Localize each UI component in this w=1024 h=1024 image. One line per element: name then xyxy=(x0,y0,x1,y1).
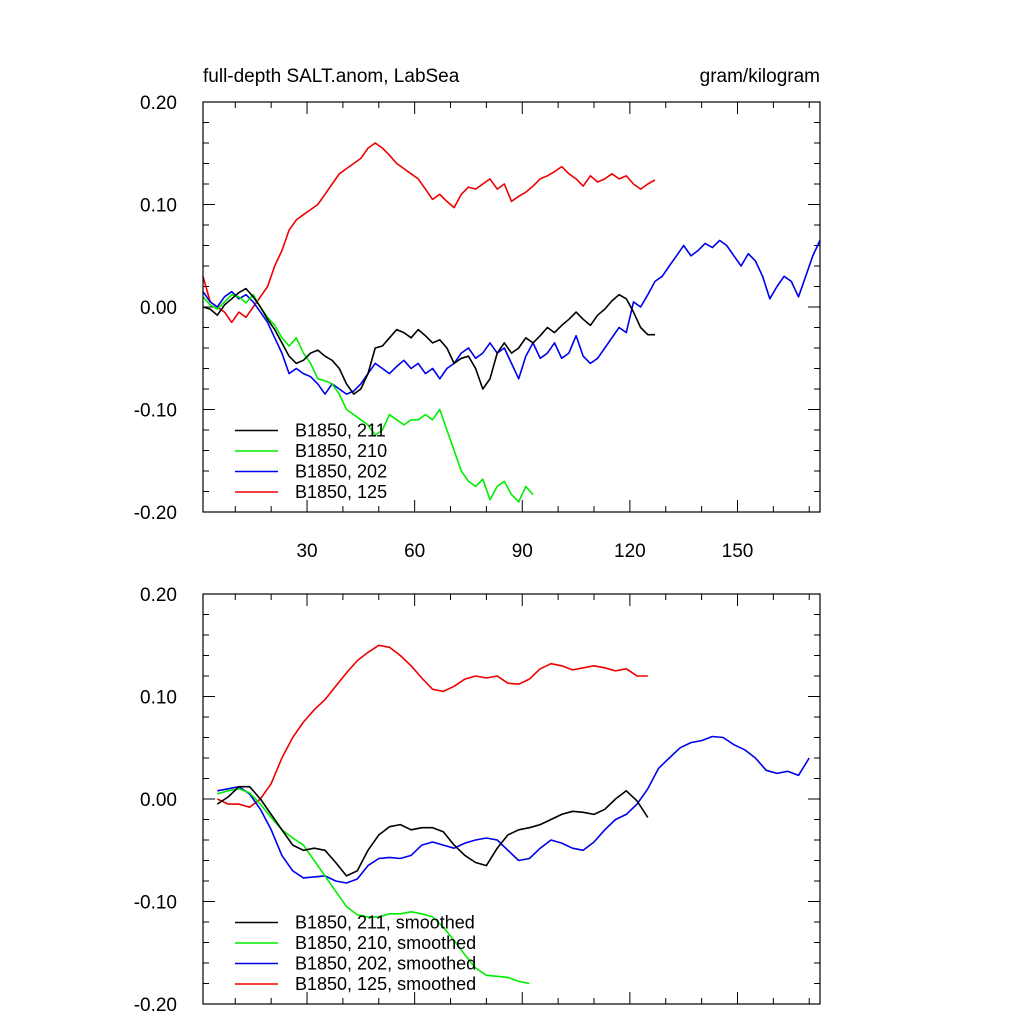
series-line xyxy=(217,735,810,884)
y-tick-label: 0.20 xyxy=(140,585,177,606)
x-tick-label: 90 xyxy=(512,541,533,562)
series-line xyxy=(202,287,655,395)
units-label: gram/kilogram xyxy=(700,66,820,87)
bottom-panel: -0.20 -0.10 0.00 0.10 0.20 B1850, 211, smoot… xyxy=(134,585,821,1016)
legend-label: B1850, 210 xyxy=(295,441,387,461)
series-line xyxy=(202,142,656,324)
series-line xyxy=(216,785,649,877)
legend-label: B1850, 125, smoothed xyxy=(295,974,476,994)
y-tick-label: -0.20 xyxy=(134,503,177,524)
tick-labels: -0.20 -0.10 0.00 0.10 0.20 30 60 90 120 150 xyxy=(134,93,754,562)
y-tick-label: 0.10 xyxy=(140,688,177,709)
series-line xyxy=(202,239,821,395)
x-tick-label: 30 xyxy=(296,541,317,562)
x-tick-label: 60 xyxy=(404,541,425,562)
plot-frame xyxy=(202,593,821,1005)
legend-label: B1850, 210, smoothed xyxy=(295,933,476,953)
legend-label: B1850, 125 xyxy=(295,482,387,502)
legend-label: B1850, 211, smoothed xyxy=(295,913,475,933)
legend-label: B1850, 202, smoothed xyxy=(295,954,476,974)
plot-frame xyxy=(202,101,821,513)
legend-label: B1850, 211 xyxy=(295,421,386,441)
y-tick-label: 0.00 xyxy=(140,790,177,811)
axis-ticks xyxy=(203,101,820,513)
series-line xyxy=(216,644,648,809)
top-panel: full-depth SALT.anom, LabSea gram/kilogr… xyxy=(134,66,821,562)
series-lines xyxy=(202,142,821,503)
axis-ticks xyxy=(203,593,820,1005)
series-lines xyxy=(216,644,810,985)
y-tick-label: -0.10 xyxy=(134,401,177,422)
y-tick-label: -0.20 xyxy=(134,995,177,1016)
y-tick-label: 0.20 xyxy=(140,93,177,114)
y-tick-label: -0.10 xyxy=(134,893,177,914)
tick-labels: -0.20 -0.10 0.00 0.10 0.20 xyxy=(134,585,177,1016)
chart-title: full-depth SALT.anom, LabSea xyxy=(203,66,460,87)
x-tick-label: 150 xyxy=(722,541,754,562)
y-tick-label: 0.10 xyxy=(140,196,177,217)
series-line xyxy=(217,787,530,985)
x-tick-label: 120 xyxy=(614,541,646,562)
legend-label: B1850, 202 xyxy=(295,462,387,482)
y-tick-label: 0.00 xyxy=(140,298,177,319)
